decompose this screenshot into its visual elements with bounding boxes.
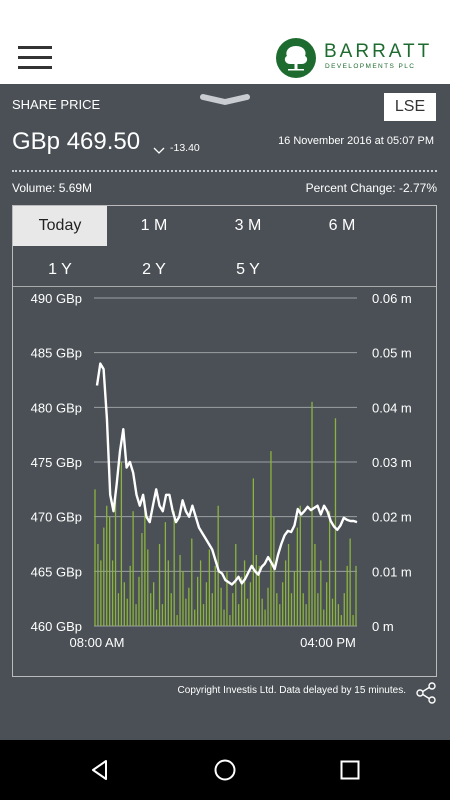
tab-1y[interactable]: 1 Y <box>48 261 72 278</box>
down-arrow-icon <box>152 142 166 154</box>
quote-timestamp: 16 November 2016 at 05:07 PM <box>278 135 434 147</box>
home-icon[interactable] <box>213 758 237 782</box>
app-header: BARRATT DEVELOPMENTS PLC <box>0 0 450 84</box>
back-icon[interactable] <box>88 758 112 782</box>
tab-1m[interactable]: 1 M <box>140 217 168 234</box>
copyright-note: Copyright Investis Ltd. Data delayed by … <box>177 685 406 696</box>
recents-icon[interactable] <box>338 758 362 782</box>
tree-logo-icon <box>276 38 316 78</box>
chart-panel: Today 1 M 3 M 6 M 1 Y 2 Y 5 Y <box>12 205 437 677</box>
tab-divider <box>13 286 436 287</box>
brand-subtitle: DEVELOPMENTS PLC <box>325 63 416 70</box>
price-change: -13.40 <box>170 142 200 154</box>
tab-today[interactable]: Today <box>13 206 107 246</box>
menu-icon[interactable] <box>18 46 54 70</box>
share-icon[interactable] <box>415 682 437 704</box>
tab-3m[interactable]: 3 M <box>234 217 262 234</box>
system-nav-bar <box>0 740 450 800</box>
percent-change: Percent Change: -2.77% <box>305 181 437 195</box>
tab-6m[interactable]: 6 M <box>328 217 356 234</box>
tab-2y[interactable]: 2 Y <box>142 261 166 278</box>
volume-label: Volume: 5.69M <box>12 181 93 195</box>
section-title: SHARE PRICE <box>12 97 101 112</box>
chevron-handle-icon[interactable] <box>200 92 250 108</box>
brand-name: BARRATT <box>324 41 433 62</box>
exchange-selector[interactable]: LSE <box>384 93 436 121</box>
share-price: GBp 469.50 <box>12 128 141 155</box>
tab-5y[interactable]: 5 Y <box>236 261 260 278</box>
divider <box>12 170 437 172</box>
